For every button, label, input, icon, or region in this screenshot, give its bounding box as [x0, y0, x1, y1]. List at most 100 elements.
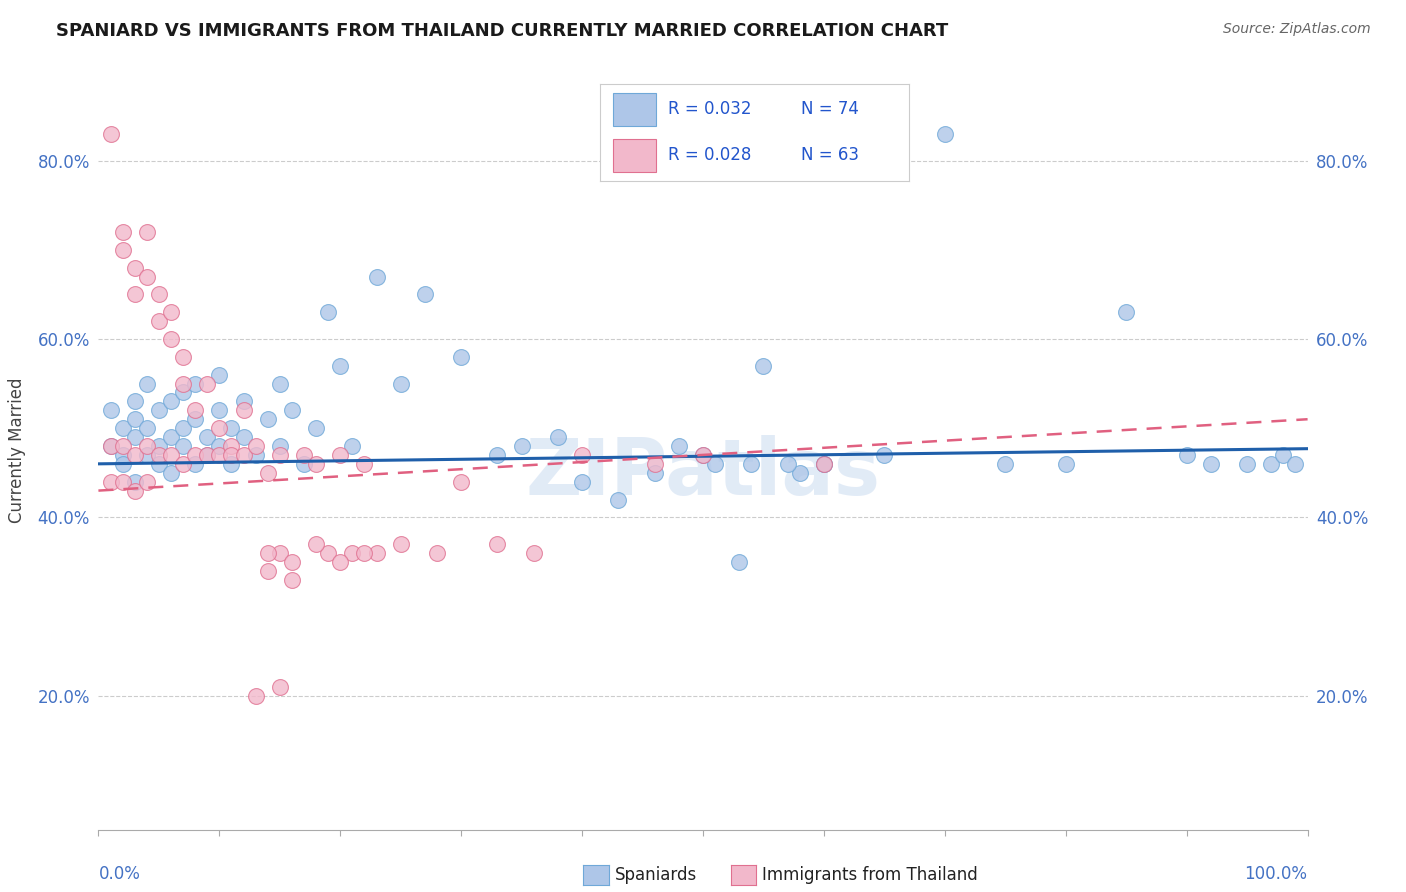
Point [172, 421, 194, 435]
Point [510, 439, 533, 453]
Point [789, 466, 811, 480]
Point [148, 439, 170, 453]
Point [607, 492, 630, 507]
Point [1284, 457, 1306, 471]
Point [353, 457, 375, 471]
Point [124, 287, 146, 301]
Point [305, 421, 328, 435]
Point [172, 439, 194, 453]
Point [571, 448, 593, 462]
Point [111, 448, 134, 462]
Point [111, 225, 134, 239]
Point [135, 225, 157, 239]
Point [256, 412, 278, 426]
Point [160, 332, 183, 346]
Point [208, 368, 231, 382]
Text: Source: ZipAtlas.com: Source: ZipAtlas.com [1223, 22, 1371, 37]
Point [184, 448, 207, 462]
Point [195, 448, 218, 462]
Point [232, 394, 254, 409]
Point [135, 421, 157, 435]
Point [111, 421, 134, 435]
Point [232, 403, 254, 417]
Point [281, 555, 304, 569]
Point [342, 546, 364, 560]
Point [124, 430, 146, 444]
Point [644, 466, 666, 480]
Point [426, 546, 449, 560]
Point [994, 457, 1017, 471]
Point [316, 546, 339, 560]
Point [329, 555, 352, 569]
Point [1236, 457, 1258, 471]
Point [148, 448, 170, 462]
Point [644, 457, 666, 471]
Point [221, 439, 243, 453]
Point [208, 439, 231, 453]
Point [100, 439, 122, 453]
Point [100, 439, 122, 453]
Text: 100.0%: 100.0% [1244, 865, 1308, 883]
Text: 0.0%: 0.0% [98, 865, 141, 883]
Point [486, 448, 509, 462]
Point [195, 430, 218, 444]
Point [111, 439, 134, 453]
Point [148, 287, 170, 301]
Point [172, 376, 194, 391]
Point [740, 457, 762, 471]
Point [329, 448, 352, 462]
Point [124, 260, 146, 275]
Point [692, 448, 714, 462]
Point [692, 448, 714, 462]
Point [208, 421, 231, 435]
Point [813, 457, 835, 471]
Point [100, 403, 122, 417]
Point [256, 466, 278, 480]
Point [450, 475, 472, 489]
Point [148, 457, 170, 471]
Point [934, 127, 956, 141]
Point [100, 475, 122, 489]
Point [813, 457, 835, 471]
Point [316, 305, 339, 319]
Point [342, 439, 364, 453]
Point [100, 127, 122, 141]
Point [292, 448, 315, 462]
Point [269, 546, 291, 560]
Point [221, 421, 243, 435]
Point [135, 376, 157, 391]
Point [269, 448, 291, 462]
Point [256, 564, 278, 578]
Point [232, 448, 254, 462]
Point [124, 475, 146, 489]
Point [450, 350, 472, 364]
Point [135, 448, 157, 462]
Point [172, 457, 194, 471]
Point [281, 403, 304, 417]
Point [124, 412, 146, 426]
Point [232, 430, 254, 444]
Point [1115, 305, 1137, 319]
Point [1199, 457, 1222, 471]
Point [547, 430, 569, 444]
Point [353, 546, 375, 560]
Point [269, 439, 291, 453]
Point [111, 457, 134, 471]
Point [111, 243, 134, 257]
Point [208, 403, 231, 417]
Point [571, 475, 593, 489]
Point [329, 359, 352, 373]
Point [195, 448, 218, 462]
Point [389, 537, 412, 551]
Point [1054, 457, 1077, 471]
Point [221, 448, 243, 462]
Point [813, 457, 835, 471]
Point [160, 466, 183, 480]
Point [873, 448, 896, 462]
Point [148, 314, 170, 328]
Point [160, 448, 183, 462]
Point [245, 689, 267, 703]
Point [245, 439, 267, 453]
Point [776, 457, 799, 471]
Point [1260, 457, 1282, 471]
